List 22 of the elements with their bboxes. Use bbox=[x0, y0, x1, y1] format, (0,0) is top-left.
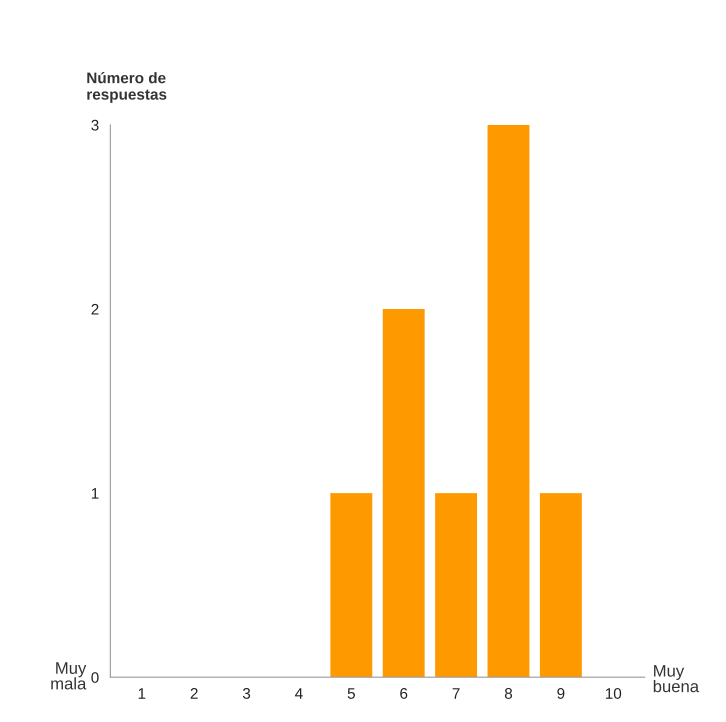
bar bbox=[330, 493, 372, 678]
x-tick-label: 9 bbox=[557, 688, 564, 699]
text: Muy mala bbox=[51, 662, 86, 690]
bar bbox=[382, 309, 425, 678]
y-tick-label: 2 bbox=[92, 304, 98, 315]
bar bbox=[435, 493, 478, 678]
x-tick-label: 5 bbox=[348, 688, 355, 699]
x-tick-label: 6 bbox=[400, 688, 408, 699]
x-tick-label: 8 bbox=[504, 688, 512, 699]
bar bbox=[488, 124, 530, 678]
y-tick-label: 1 bbox=[92, 488, 98, 499]
bar bbox=[540, 493, 582, 678]
y-axis-title: Número de respuestas bbox=[87, 72, 166, 103]
x-tick-label: 4 bbox=[295, 688, 303, 699]
x-tick-label: 3 bbox=[242, 688, 250, 699]
text: Muy buena bbox=[654, 665, 700, 692]
x-tick-label: 10 bbox=[606, 688, 622, 699]
y-tick-label: 0 bbox=[91, 672, 99, 683]
x-tick-label: 7 bbox=[452, 688, 460, 699]
x-tick-label: 1 bbox=[138, 688, 146, 699]
y-tick-label: 3 bbox=[91, 120, 99, 131]
x-tick-label: 2 bbox=[190, 688, 198, 699]
